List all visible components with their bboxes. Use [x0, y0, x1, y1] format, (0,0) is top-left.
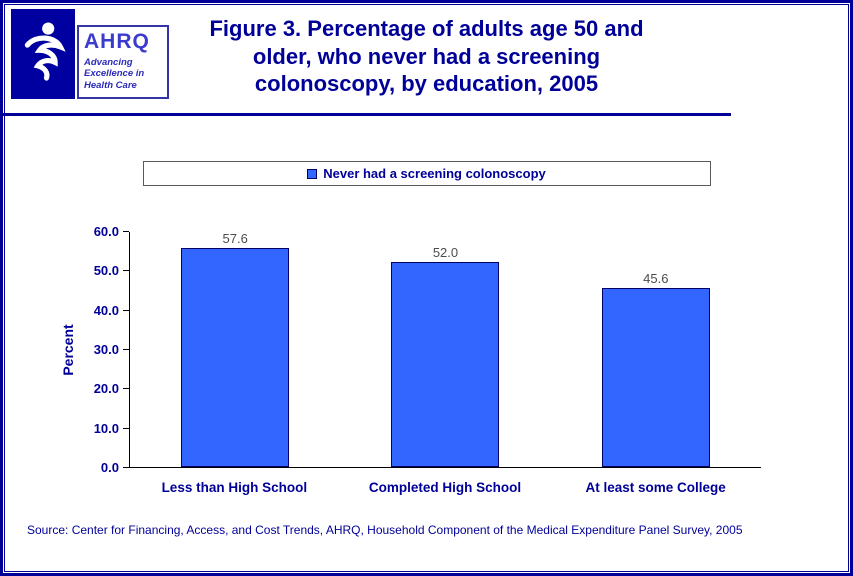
- bar-2: [391, 262, 500, 467]
- hhs-eagle-icon: [17, 14, 69, 95]
- y-tick-mark: [123, 309, 129, 311]
- ahrq-logo: AHRQ Advancing Excellence in Health Care: [77, 25, 169, 99]
- source-text: Source: Center for Financing, Access, an…: [27, 523, 743, 537]
- y-axis-ticks: 0.0 10.0 20.0 30.0 40.0 50.0 60.0: [79, 225, 129, 475]
- header-divider: [3, 113, 731, 116]
- y-axis-title-wrap: Percent: [57, 232, 79, 468]
- x-axis-labels: Less than High School Completed High Scho…: [129, 480, 761, 495]
- y-tick-label: 10.0: [93, 420, 119, 436]
- bar-group-2: 52.0: [340, 231, 550, 467]
- header: AHRQ Advancing Excellence in Health Care…: [3, 3, 850, 107]
- y-tick-label: 20.0: [93, 381, 119, 397]
- logo-group: AHRQ Advancing Excellence in Health Care: [11, 9, 169, 99]
- bar-group-3: 45.6: [551, 231, 761, 467]
- bar-group-1: 57.6: [130, 231, 340, 467]
- y-tick-mark: [123, 231, 129, 232]
- bar-value-label: 57.6: [222, 231, 248, 246]
- y-tick-label: 40.0: [93, 302, 119, 318]
- legend: Never had a screening colonoscopy: [142, 161, 711, 186]
- plot-area: 57.6 52.0 45.6: [129, 231, 761, 468]
- bar-value-label: 45.6: [643, 270, 669, 286]
- y-tick-label: 50.0: [93, 263, 119, 279]
- ahrq-acronym: AHRQ: [84, 30, 150, 53]
- y-tick-mark: [123, 388, 129, 390]
- y-tick-mark: [123, 427, 129, 429]
- y-tick-mark: [123, 270, 129, 272]
- legend-swatch: [307, 168, 318, 179]
- legend-label: Never had a screening colonoscopy: [323, 166, 546, 181]
- x-axis-label: Completed High School: [368, 480, 522, 495]
- y-tick-mark: [123, 467, 129, 468]
- y-tick-label: 0.0: [100, 460, 119, 475]
- y-tick-label: 60.0: [93, 224, 119, 239]
- bar-1: [181, 248, 290, 467]
- y-tick-label: 30.0: [93, 342, 119, 357]
- x-axis-label: At least some College: [585, 480, 726, 495]
- y-axis-title: Percent: [60, 324, 76, 376]
- bar-3: [601, 287, 710, 467]
- y-tick-mark: [123, 349, 129, 350]
- x-axis-label: Less than High School: [161, 480, 308, 495]
- bar-value-label: 52.0: [432, 245, 459, 261]
- bar-chart: Percent 0.0 10.0 20.0 30.0 40.0 50.0 60.0 57.6…: [57, 225, 850, 475]
- figure-title: Figure 3. Percentage of adults age 50 an…: [209, 16, 644, 96]
- hhs-logo: [11, 9, 75, 99]
- ahrq-tagline: Advancing Excellence in Health Care: [84, 57, 145, 91]
